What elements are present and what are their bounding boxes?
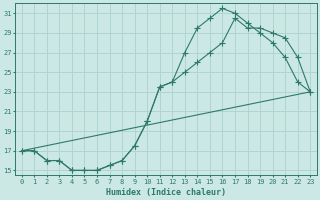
X-axis label: Humidex (Indice chaleur): Humidex (Indice chaleur): [106, 188, 226, 197]
